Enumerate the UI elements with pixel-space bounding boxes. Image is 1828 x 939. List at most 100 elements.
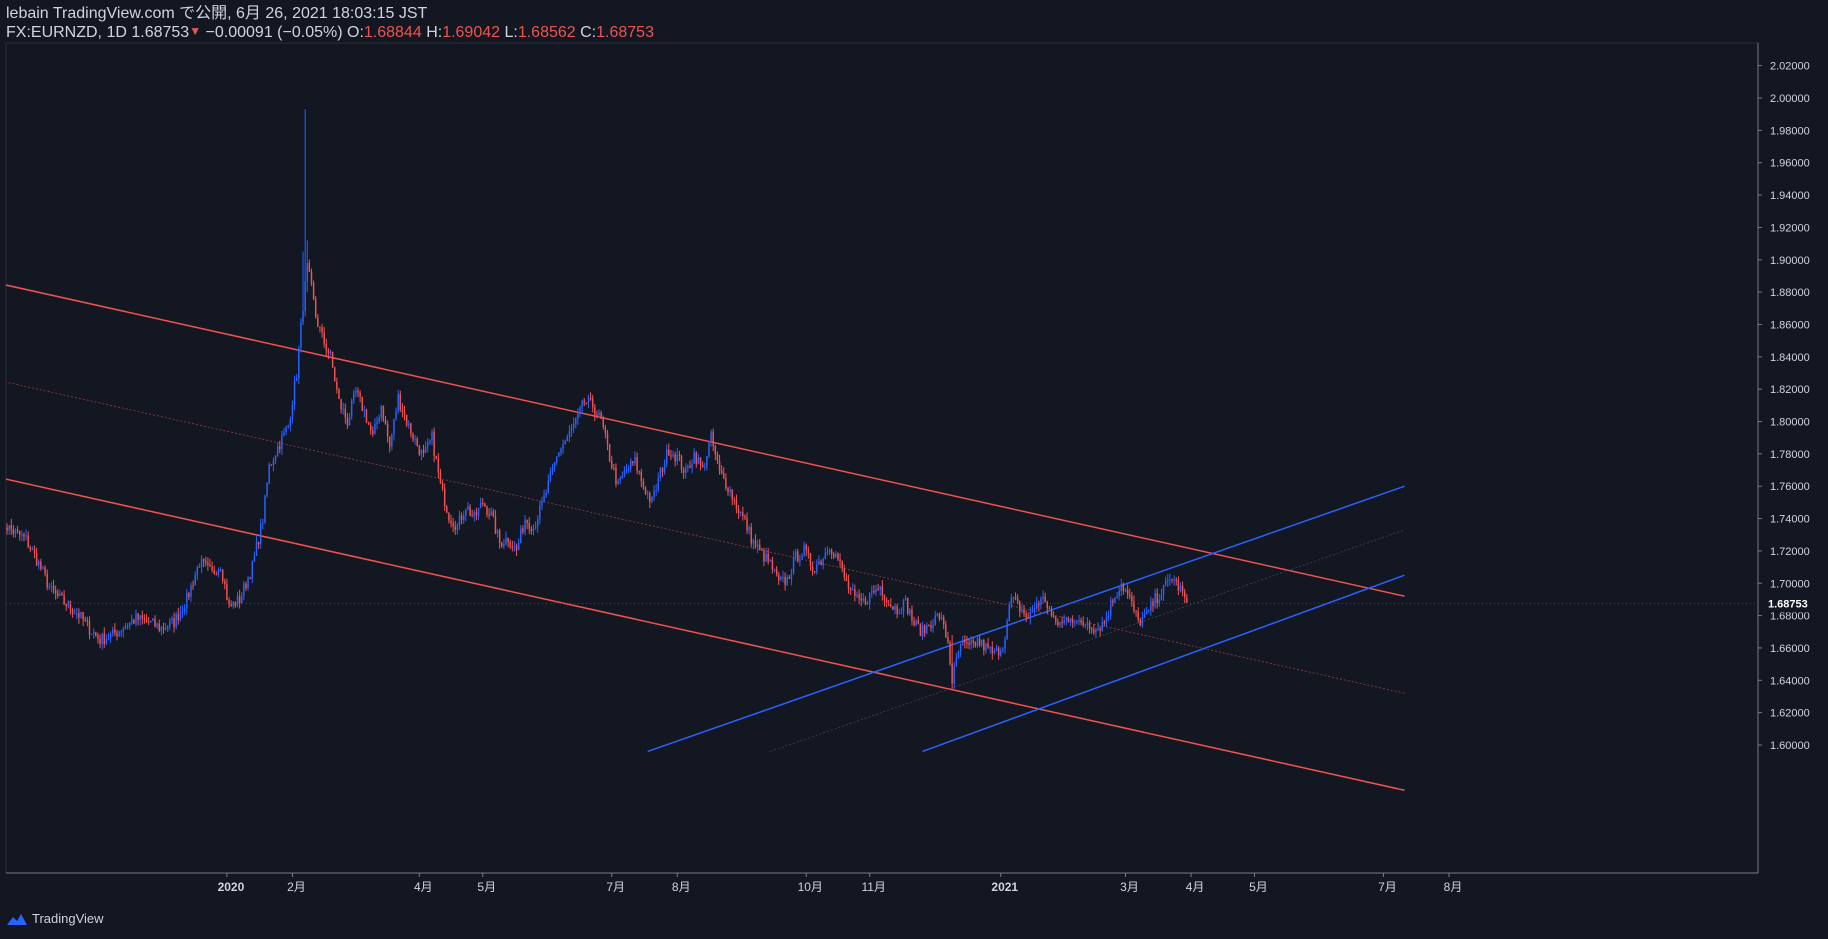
- candle-body: [906, 597, 909, 614]
- candle-body: [501, 542, 503, 547]
- time-axis[interactable]: 2020 2月 4月 5月 7月 8月 10月 11月 2021 3月 4月 5月 7月 8月: [218, 873, 1463, 894]
- candle-body: [1158, 599, 1161, 603]
- candle-body: [109, 633, 112, 639]
- candle-body: [314, 299, 317, 318]
- candle-body: [608, 444, 611, 461]
- candle-body: [515, 545, 518, 551]
- candle-body: [615, 467, 617, 485]
- candle-body: [594, 407, 596, 415]
- candle-body: [1152, 601, 1154, 607]
- candle-body: [873, 591, 875, 593]
- candle-body: [1107, 615, 1110, 617]
- candle-body: [1082, 622, 1084, 626]
- close-value: 1.68753: [596, 24, 654, 41]
- price-tick-label: 1.84000: [1770, 352, 1810, 364]
- candle-body: [940, 617, 943, 619]
- candle-body: [1145, 610, 1148, 615]
- candle-body: [433, 431, 435, 456]
- candle-body: [678, 454, 681, 456]
- candle-body: [894, 605, 896, 610]
- candle-body: [260, 523, 262, 545]
- candle-body: [862, 598, 865, 601]
- footer-brand[interactable]: TradingView: [6, 911, 104, 926]
- candle-body: [50, 585, 53, 587]
- candle-body: [1048, 608, 1051, 610]
- candle-body: [268, 464, 270, 484]
- price-axis[interactable]: 2.02000 2.00000 1.98000 1.96000 1.94000 1.920…: [1758, 61, 1810, 752]
- candle-body: [8, 525, 10, 531]
- candle-body: [646, 493, 649, 495]
- candle-body: [209, 564, 211, 567]
- candle-body: [725, 478, 727, 489]
- candle-body: [422, 449, 425, 453]
- candle-body: [923, 625, 926, 634]
- candle-body: [987, 643, 989, 648]
- candle-body: [820, 561, 822, 566]
- candle-body: [215, 574, 218, 576]
- candle-body: [737, 508, 740, 514]
- candle-body: [953, 666, 955, 684]
- candle-body: [773, 568, 776, 570]
- candle-body: [684, 467, 687, 473]
- candle-body: [65, 604, 67, 607]
- candle-body: [539, 505, 541, 520]
- candle-body: [80, 612, 82, 618]
- candle-body: [473, 512, 476, 516]
- candle-body: [340, 399, 342, 410]
- candle-body: [556, 456, 558, 463]
- candle-body: [329, 351, 332, 354]
- candle-body: [302, 311, 304, 323]
- candle-body: [156, 623, 158, 627]
- candle-body: [35, 553, 38, 566]
- price-tick-label: 1.90000: [1770, 255, 1810, 267]
- candle-body: [397, 393, 399, 412]
- candle-body: [1126, 589, 1129, 595]
- candle-body: [856, 594, 858, 596]
- candle-body: [1131, 596, 1133, 602]
- candle-body: [441, 483, 444, 489]
- candle-body: [644, 487, 647, 495]
- candle-body: [957, 651, 960, 658]
- candle-body: [298, 347, 300, 378]
- candle-body: [312, 282, 315, 300]
- candle-body: [350, 400, 353, 417]
- candle-body: [520, 528, 522, 544]
- low-label: L:: [504, 24, 518, 41]
- candle-body: [754, 540, 757, 547]
- candle-body: [331, 351, 334, 368]
- candle-body: [651, 497, 653, 502]
- candle-body: [446, 506, 448, 513]
- candle-body: [253, 555, 256, 562]
- candle-body: [558, 452, 560, 457]
- price-tick-label: 1.78000: [1770, 449, 1810, 461]
- candle-body: [682, 469, 685, 473]
- candle-body: [272, 460, 275, 465]
- candle-body: [528, 522, 531, 530]
- candle-body: [852, 589, 854, 591]
- candle-body: [805, 545, 807, 551]
- candle-body: [892, 606, 894, 610]
- candle-body: [885, 600, 888, 605]
- candle-body: [1141, 617, 1144, 626]
- candle-body: [674, 454, 676, 462]
- candle-body: [498, 530, 501, 543]
- candle-body: [997, 647, 1000, 656]
- time-tick-label: 8月: [1444, 880, 1463, 894]
- candle-body: [972, 640, 975, 643]
- candle-body: [173, 618, 175, 628]
- chart-pane[interactable]: [5, 42, 1759, 874]
- candle-body: [934, 615, 936, 625]
- candle-body: [1023, 609, 1025, 614]
- candle-body: [782, 576, 784, 578]
- candle-body: [92, 632, 95, 634]
- candle-body: [818, 561, 820, 565]
- candle-body: [680, 455, 683, 470]
- candle-body: [980, 640, 983, 646]
- candle-body: [993, 650, 996, 654]
- candle-body: [306, 263, 309, 282]
- price-tick-label: 1.60000: [1770, 740, 1810, 752]
- candle-body: [961, 640, 964, 645]
- candle-body: [221, 569, 224, 582]
- candle-body: [16, 529, 19, 531]
